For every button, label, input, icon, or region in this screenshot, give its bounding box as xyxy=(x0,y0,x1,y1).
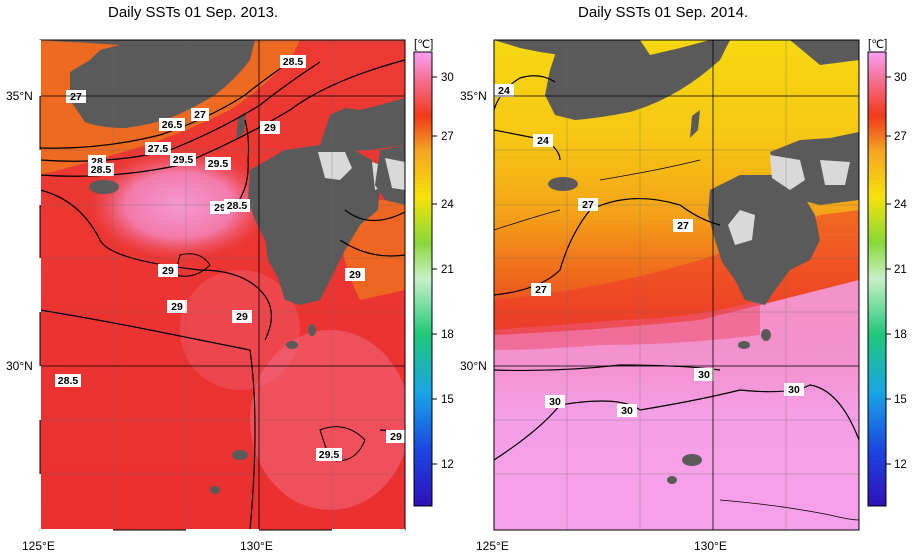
left-colorbar: [℃] 30 27 24 21 18 15 12 xyxy=(413,39,454,507)
left-clabel-9: 29 xyxy=(264,122,276,134)
left-contour-labels: 28.5 27 26.5 27 27.5 29.5 28 28.5 29 29.… xyxy=(55,55,405,461)
left-clabel-19: 29 xyxy=(390,431,402,443)
right-land-tsushima xyxy=(690,110,700,138)
left-land-jeju xyxy=(89,180,119,194)
left-clabel-17: 29 xyxy=(236,311,248,323)
right-lon-label-125: 125°E xyxy=(476,539,509,553)
right-map-panel: 24 24 27 27 27 30 30 30 30 xyxy=(460,39,860,553)
right-lat-label-35: 35°N xyxy=(460,89,487,103)
left-cb-tick-24: 24 xyxy=(441,199,454,211)
left-clabel-1: 28.5 xyxy=(283,56,304,68)
right-cb-tick-12: 12 xyxy=(894,459,907,471)
right-clabel-9: 30 xyxy=(788,384,800,396)
right-colorbar: [℃] 30 27 24 21 18 15 12 xyxy=(867,39,907,507)
right-grid xyxy=(494,40,859,530)
left-clabel-13: 29 xyxy=(162,265,174,277)
left-map-title: Daily SSTs 01 Sep. 2013. xyxy=(108,4,279,21)
right-cb-tick-30: 30 xyxy=(894,72,907,84)
left-lat-label-35: 35°N xyxy=(6,89,33,103)
left-clabel-6: 29.5 xyxy=(173,154,194,166)
left-map-panel: 28.5 27 26.5 27 27.5 29.5 28 28.5 29 29.… xyxy=(6,39,406,553)
left-clabel-2: 27 xyxy=(70,91,82,103)
left-lon-label-125: 125°E xyxy=(22,539,55,553)
right-cb-tick-24: 24 xyxy=(894,199,907,211)
right-land-korea xyxy=(545,40,730,120)
left-land-tsushima xyxy=(236,112,246,140)
left-colorbar-unit: [℃] xyxy=(414,39,433,51)
right-clabel-6: 30 xyxy=(698,369,710,381)
left-clabel-4: 27 xyxy=(194,109,206,121)
right-clabel-2: 24 xyxy=(537,135,549,147)
left-land-honshu xyxy=(320,98,405,152)
left-clabel-15: 29 xyxy=(171,301,183,313)
left-clabel-3: 26.5 xyxy=(162,119,183,131)
left-land-kyushu xyxy=(248,145,380,305)
right-lat-label-30: 30°N xyxy=(460,359,487,373)
left-grid xyxy=(40,40,405,530)
left-cb-tick-18: 18 xyxy=(441,329,454,341)
right-cb-tick-27: 27 xyxy=(894,131,907,143)
left-clabel-12: 28.5 xyxy=(227,200,248,212)
left-land-lightpatch xyxy=(318,152,352,180)
left-land-korea xyxy=(40,40,255,128)
right-land-kyushu xyxy=(708,175,820,305)
left-clabel-16: 28.5 xyxy=(58,375,79,387)
right-clabel-5: 27 xyxy=(535,284,547,296)
right-cb-tick-18: 18 xyxy=(894,329,907,341)
left-cb-tick-12: 12 xyxy=(441,459,454,471)
right-clabel-8: 30 xyxy=(621,405,633,417)
left-clabel-7: 28 xyxy=(91,156,103,168)
right-cb-tick-21: 21 xyxy=(894,264,907,276)
right-map-title: Daily SSTs 01 Sep. 2014. xyxy=(578,4,749,21)
right-clabel-1: 24 xyxy=(498,85,510,97)
left-frame-ticks xyxy=(39,40,405,531)
left-cb-tick-30: 30 xyxy=(441,72,454,84)
left-lon-label-130: 130°E xyxy=(240,539,273,553)
left-cb-tick-27: 27 xyxy=(441,131,454,143)
left-cb-tick-21: 21 xyxy=(441,264,454,276)
right-land-jeju xyxy=(548,177,578,191)
left-clabel-10: 29.5 xyxy=(208,158,229,170)
left-clabel-11: 29 xyxy=(214,202,226,214)
left-cb-tick-15: 15 xyxy=(441,394,454,406)
right-cb-tick-15: 15 xyxy=(894,394,907,406)
right-major-grid xyxy=(494,40,859,530)
right-clabel-4: 27 xyxy=(677,220,689,232)
left-clabel-5: 27.5 xyxy=(148,143,169,155)
right-map-frame xyxy=(493,39,860,531)
left-major-grid xyxy=(40,40,405,530)
right-clabel-7: 30 xyxy=(549,396,561,408)
left-lat-label-30: 30°N xyxy=(6,359,33,373)
right-colorbar-unit: [℃] xyxy=(868,39,887,51)
left-clabel-18: 29.5 xyxy=(319,449,340,461)
right-contour-labels: 24 24 27 27 27 30 30 30 30 xyxy=(494,84,804,417)
left-clabel-14: 29 xyxy=(349,269,361,281)
right-lon-label-130: 130°E xyxy=(694,539,727,553)
left-clabel-8: 28.5 xyxy=(91,164,112,176)
